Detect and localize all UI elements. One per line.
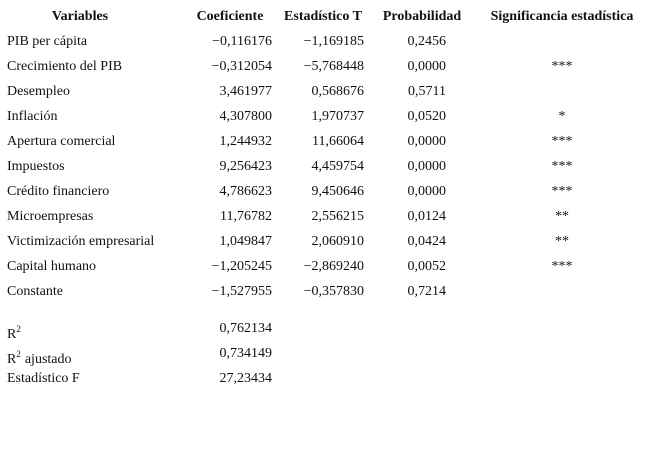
variable-name: Microempresas (7, 209, 94, 224)
value-cell: 0,0000 (407, 184, 447, 199)
variable-label: Apertura comercial (7, 133, 115, 151)
variable-label: Estadístico F (7, 370, 80, 388)
significance: *** (551, 259, 573, 274)
value-cell: 2,556215 (311, 209, 365, 224)
variable-name: Apertura comercial (7, 134, 116, 149)
variable-label: Microempresas (7, 208, 93, 226)
variable-name: Inflación (7, 109, 58, 124)
value-cell: 0,0052 (407, 259, 447, 274)
value-cell: 0,7214 (407, 284, 447, 299)
value-cell: −0,357830 (303, 284, 364, 299)
variable-suffix: ajustado (24, 352, 72, 367)
significance: *** (551, 134, 573, 149)
value-cell: 9,450646 (311, 184, 365, 199)
significance: *** (551, 59, 573, 74)
variable-label: Capital humano (7, 258, 96, 276)
value-cell: 0,0000 (407, 59, 447, 74)
variable-label: Inflación (7, 108, 58, 126)
value-cell: 0,5711 (408, 84, 446, 99)
value-cell: 9,256423 (219, 159, 273, 174)
superscript: 2 (16, 349, 21, 359)
value-cell: 3,461977 (219, 84, 273, 99)
value-cell: 0,568676 (311, 84, 365, 99)
significance: *** (551, 159, 573, 174)
significance: * (558, 109, 566, 124)
variable-label: Impuestos (7, 158, 65, 176)
value-cell: 1,049847 (219, 234, 273, 249)
variable-label: R2 ajustado (7, 345, 72, 369)
value-cell: 11,76782 (220, 209, 272, 224)
variable-label: Constante (7, 283, 63, 301)
variable-label: Desempleo (7, 83, 70, 101)
value-cell: 4,459754 (311, 159, 365, 174)
column-header: Variables (51, 9, 109, 24)
value-cell: 4,307800 (219, 109, 273, 124)
column-header: Coeficiente (196, 9, 264, 24)
value-cell: −1,169185 (303, 34, 364, 49)
value-cell: −0,116176 (212, 34, 272, 49)
value-cell: 27,23434 (219, 371, 273, 386)
value-cell: −1,205245 (211, 259, 272, 274)
value-cell: 0,0124 (407, 209, 447, 224)
value-cell: 0,2456 (407, 34, 447, 49)
variable-name: Crecimiento del PIB (7, 59, 123, 74)
value-cell: 0,0000 (407, 159, 447, 174)
value-cell: 0,762134 (219, 321, 273, 336)
variable-label: PIB per cápita (7, 33, 87, 51)
variable-name: Victimización empresarial (7, 234, 155, 249)
variable-name: Crédito financiero (7, 184, 110, 199)
value-cell: −0,312054 (211, 59, 272, 74)
variable-name: R (7, 352, 17, 367)
variable-name: Desempleo (7, 84, 70, 99)
column-header: Significancia estadística (490, 9, 634, 24)
value-cell: 2,060910 (311, 234, 365, 249)
variable-name: Impuestos (7, 159, 65, 174)
value-cell: 0,0424 (407, 234, 447, 249)
significance: ** (555, 234, 569, 249)
value-cell: 0,734149 (219, 346, 273, 361)
variable-label: Crédito financiero (7, 183, 109, 201)
significance: ** (555, 209, 569, 224)
value-cell: 0,0000 (407, 134, 447, 149)
significance: *** (551, 184, 573, 199)
value-cell: 1,970737 (311, 109, 365, 124)
value-cell: −2,869240 (303, 259, 364, 274)
variable-label: Crecimiento del PIB (7, 58, 122, 76)
variable-name: Capital humano (7, 259, 97, 274)
variable-name: Constante (7, 284, 63, 299)
superscript: 2 (16, 324, 21, 334)
variable-label: R2 (7, 320, 21, 344)
value-cell: 11,66064 (312, 134, 364, 149)
value-cell: −1,527955 (211, 284, 272, 299)
column-header: Estadístico T (284, 9, 362, 24)
variable-name: PIB per cápita (7, 34, 88, 49)
value-cell: −5,768448 (303, 59, 364, 74)
column-header: Probabilidad (382, 9, 462, 24)
value-cell: 4,786623 (219, 184, 273, 199)
value-cell: 0,0520 (407, 109, 447, 124)
variable-name: Estadístico F (7, 371, 80, 386)
variable-label: Victimización empresarial (7, 233, 154, 251)
variable-name: R (7, 327, 17, 342)
value-cell: 1,244932 (219, 134, 273, 149)
